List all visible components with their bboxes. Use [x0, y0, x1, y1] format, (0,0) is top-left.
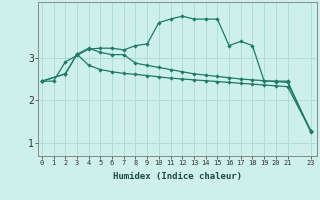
X-axis label: Humidex (Indice chaleur): Humidex (Indice chaleur)	[113, 172, 242, 181]
